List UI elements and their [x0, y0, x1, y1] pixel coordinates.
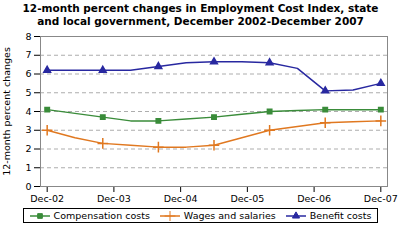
svg-text:12-month percent changes: 12-month percent changes [1, 47, 12, 176]
svg-text:3: 3 [25, 124, 31, 135]
svg-text:5: 5 [25, 87, 31, 98]
svg-text:2: 2 [25, 143, 31, 154]
html-text:Benefit costs: Benefit costs [309, 210, 372, 221]
svg-text:4: 4 [25, 106, 31, 117]
svg-text:Dec-04: Dec-04 [164, 193, 198, 204]
svg-text:Dec-02: Dec-02 [30, 193, 64, 204]
svg-text:Dec-07: Dec-07 [364, 193, 398, 204]
svg-text:6: 6 [25, 68, 31, 79]
svg-text:8: 8 [25, 31, 31, 42]
svg-text:0: 0 [25, 181, 31, 192]
html-text:12-month percent changes in Em: 12-month percent changes in Employment C… [22, 2, 379, 27]
svg-text:Dec-06: Dec-06 [297, 193, 331, 204]
html-text:Wages and salaries: Wages and salaries [183, 210, 276, 221]
svg-text:7: 7 [25, 49, 31, 60]
svg-text:1: 1 [25, 162, 31, 173]
svg-text:Dec-03: Dec-03 [97, 193, 131, 204]
html-text:Compensation costs: Compensation costs [53, 210, 150, 221]
svg-text:Dec-05: Dec-05 [230, 193, 264, 204]
